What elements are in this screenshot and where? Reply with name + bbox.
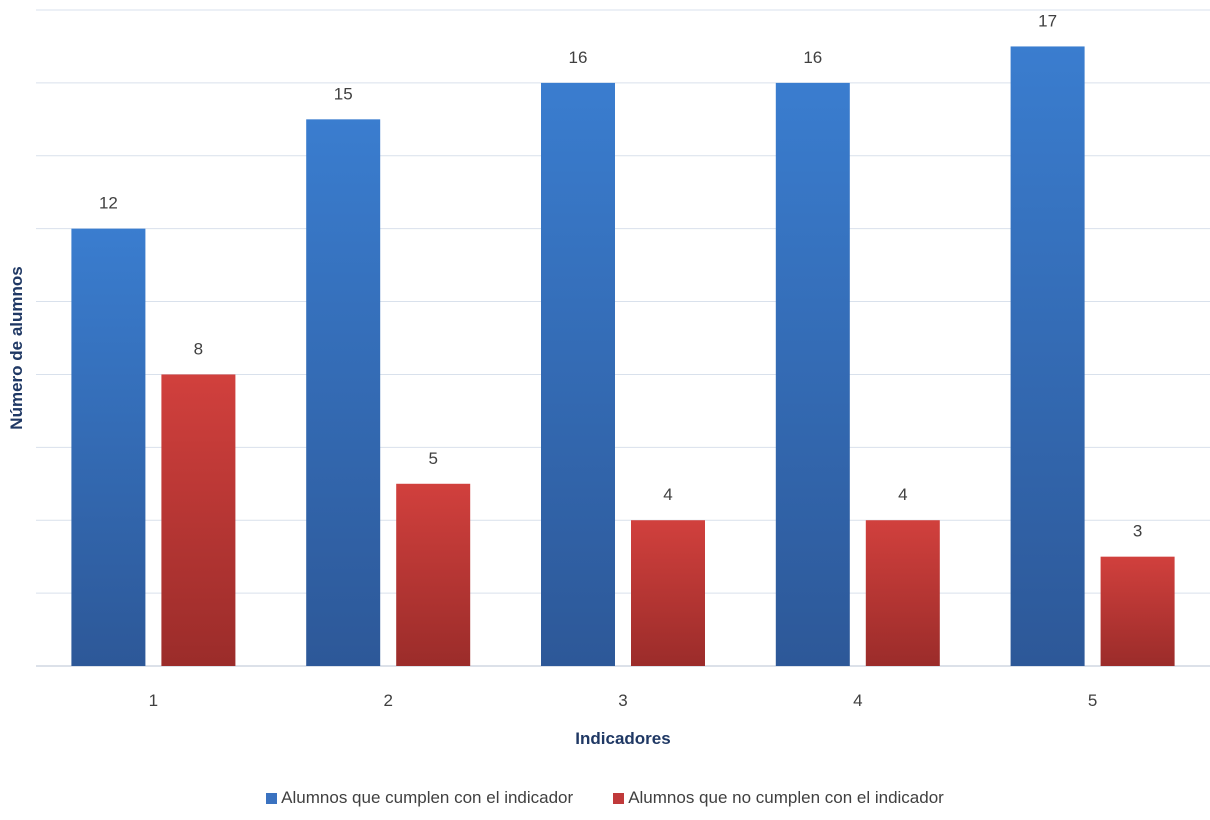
y-axis-title: Número de alumnos bbox=[7, 266, 26, 429]
x-tick-label: 3 bbox=[618, 691, 627, 710]
data-label-no-cumplen: 3 bbox=[1133, 522, 1142, 541]
data-label-no-cumplen: 8 bbox=[194, 339, 203, 358]
data-label-cumplen: 15 bbox=[334, 84, 353, 103]
bar-cumplen bbox=[1010, 46, 1085, 666]
bar-cumplen bbox=[306, 119, 381, 667]
bar-no-cumplen bbox=[1100, 556, 1175, 666]
bar-no-cumplen bbox=[631, 520, 705, 666]
bar-cumplen bbox=[541, 82, 615, 666]
data-label-no-cumplen: 5 bbox=[428, 449, 437, 468]
data-label-cumplen: 16 bbox=[803, 48, 822, 67]
legend-label-cumplen: Alumnos que cumplen con el indicador bbox=[281, 788, 574, 807]
legend-label-no-cumplen: Alumnos que no cumplen con el indicador bbox=[628, 788, 944, 807]
data-label-no-cumplen: 4 bbox=[663, 485, 672, 504]
x-tick-label: 1 bbox=[149, 691, 158, 710]
bar-no-cumplen bbox=[161, 374, 236, 666]
data-label-no-cumplen: 4 bbox=[898, 485, 907, 504]
bar-no-cumplen bbox=[396, 483, 471, 666]
data-label-cumplen: 17 bbox=[1038, 11, 1057, 30]
legend: Alumnos que cumplen con el indicador Alu… bbox=[0, 788, 1210, 808]
bars bbox=[71, 46, 1175, 667]
x-axis-title: Indicadores bbox=[575, 729, 670, 748]
bar-no-cumplen bbox=[865, 520, 940, 666]
data-label-cumplen: 12 bbox=[99, 194, 118, 213]
legend-swatch-red bbox=[613, 792, 625, 804]
legend-swatch-blue bbox=[266, 792, 278, 804]
x-tick-label: 4 bbox=[853, 691, 862, 710]
legend-item-cumplen: Alumnos que cumplen con el indicador bbox=[266, 788, 573, 808]
legend-item-no-cumplen: Alumnos que no cumplen con el indicador bbox=[613, 788, 944, 808]
x-tick-labels: 1 2 3 4 5 bbox=[149, 691, 1098, 710]
data-label-cumplen: 16 bbox=[569, 48, 588, 67]
x-tick-label: 2 bbox=[383, 691, 392, 710]
bar-cumplen bbox=[775, 82, 850, 666]
x-tick-label: 5 bbox=[1088, 691, 1097, 710]
data-labels: 12 8 15 5 16 4 16 4 17 3 bbox=[99, 11, 1142, 540]
bar-cumplen bbox=[71, 228, 146, 666]
